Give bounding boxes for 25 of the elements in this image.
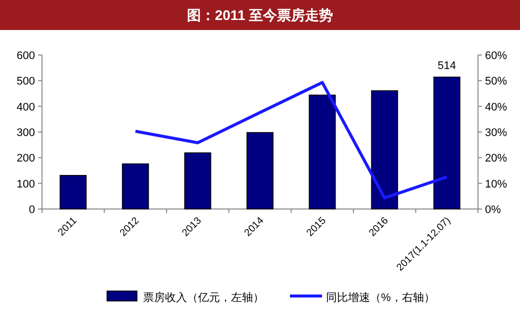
y-tick-label: 0 — [28, 204, 35, 216]
y2-tick-label: 30% — [485, 127, 508, 139]
data-label: 514 — [438, 60, 456, 72]
title: 图：2011 至今票房走势 — [186, 7, 334, 23]
y2-tick-label: 10% — [485, 178, 508, 190]
y-tick-label: 500 — [16, 76, 35, 88]
y2-tick-label: 50% — [485, 76, 508, 88]
bar — [122, 163, 149, 210]
y2-tick-label: 60% — [485, 50, 508, 62]
bar — [60, 174, 87, 210]
bar — [246, 132, 274, 210]
y2-tick-label: 20% — [485, 152, 508, 165]
y2-tick-label: 40% — [485, 101, 508, 114]
legend-label: 同比增速（%，右轴） — [326, 291, 435, 304]
y2-tick-label: 0% — [485, 204, 502, 216]
y-tick-label: 400 — [16, 101, 35, 114]
bar — [184, 152, 212, 210]
legend-label: 票房收入（亿元，左轴） — [143, 291, 264, 304]
y-tick-label: 200 — [16, 152, 35, 165]
bar — [433, 76, 460, 210]
y-tick-label: 300 — [16, 127, 35, 139]
y-tick-label: 600 — [16, 50, 35, 62]
bar — [308, 94, 336, 210]
bar — [371, 90, 398, 210]
y-tick-label: 100 — [16, 178, 35, 190]
